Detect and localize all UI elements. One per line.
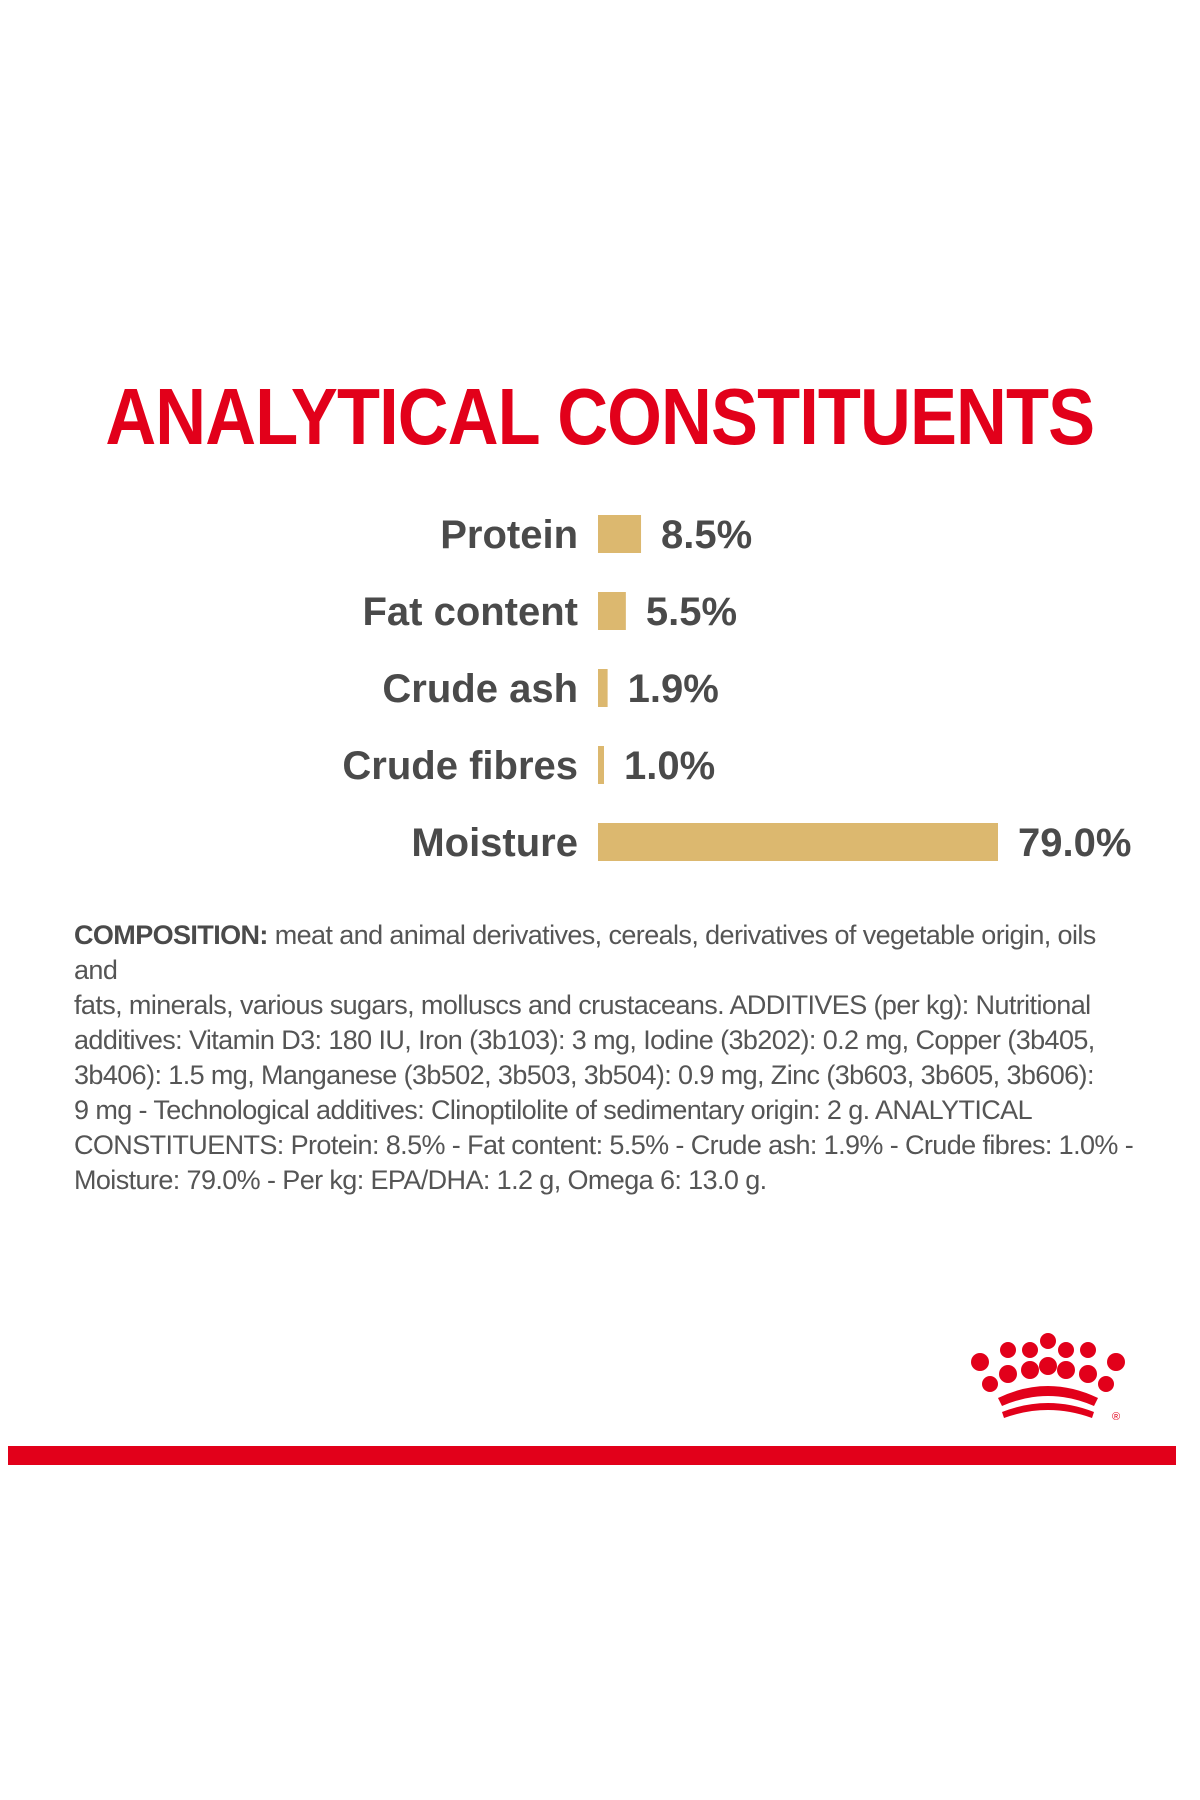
value-label: 5.5% xyxy=(646,590,737,634)
bar xyxy=(598,823,998,861)
footer-divider xyxy=(8,1446,1176,1465)
composition-line: 9 mg - Technological additives: Clinopti… xyxy=(74,1095,1033,1125)
composition-heading: COMPOSITION: xyxy=(74,920,268,950)
value-label: 1.9% xyxy=(628,667,719,711)
category-label: Moisture xyxy=(411,821,578,865)
registered-mark: ® xyxy=(1112,1411,1120,1423)
bar xyxy=(598,515,642,553)
category-label: Protein xyxy=(440,513,578,557)
bar xyxy=(598,746,604,784)
constituents-bar-chart: Protein 8.5% Fat content 5.5% Crude ash 1.9% C… xyxy=(342,513,1131,865)
composition-text: COMPOSITION: meat and animal derivatives… xyxy=(74,918,1134,1198)
category-label: Crude fibres xyxy=(342,744,578,788)
value-label: 1.0% xyxy=(624,744,715,788)
composition-line: fats, minerals, various sugars, molluscs… xyxy=(74,990,1091,1020)
composition-line: Moisture: 79.0% - Per kg: EPA/DHA: 1.2 g… xyxy=(74,1165,767,1195)
value-label: 8.5% xyxy=(661,513,752,557)
page-title: ANALYTICAL CONSTITUENTS xyxy=(105,372,1095,461)
value-label: 79.0% xyxy=(1018,821,1131,865)
bar xyxy=(598,669,608,707)
composition-line: 3b406): 1.5 mg, Manganese (3b502, 3b503,… xyxy=(74,1060,1094,1090)
bar xyxy=(598,592,626,630)
composition-line: CONSTITUENTS: Protein: 8.5% - Fat conten… xyxy=(74,1130,1134,1160)
composition-line: meat and animal derivatives, cereals, de… xyxy=(74,920,1096,985)
category-label: Crude ash xyxy=(382,667,578,711)
crown-icon: ® xyxy=(971,1333,1125,1423)
category-label: Fat content xyxy=(362,590,578,634)
composition-line: additives: Vitamin D3: 180 IU, Iron (3b1… xyxy=(74,1025,1095,1055)
